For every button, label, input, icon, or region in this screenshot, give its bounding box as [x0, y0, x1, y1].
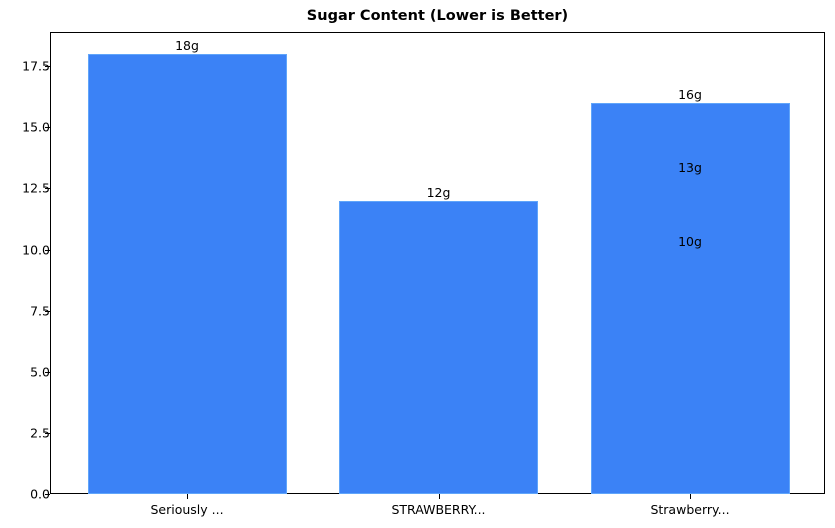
x-tick-mark — [690, 494, 691, 499]
annotation-label: 10g — [678, 233, 702, 249]
y-tick-mark — [45, 310, 50, 312]
bar-value-label: 16g — [678, 86, 702, 102]
y-tick-label: 7.5 — [30, 303, 50, 319]
bar — [339, 200, 538, 494]
y-tick-mark — [45, 494, 50, 495]
y-tick-label: 15.0 — [22, 119, 50, 135]
x-tick-mark — [438, 494, 440, 499]
y-tick-label: 12.5 — [22, 180, 50, 196]
annotation-label: 13g — [678, 160, 702, 176]
bar-value-label: 12g — [426, 184, 451, 200]
y-tick-mark — [45, 371, 50, 373]
y-tick-mark — [45, 127, 50, 129]
y-tick-mark — [45, 188, 50, 190]
y-tick-mark — [45, 249, 50, 251]
bar-value-label: 18g — [175, 38, 199, 53]
chart-title: Sugar Content (Lower is Better) — [306, 8, 569, 24]
bar — [590, 102, 790, 494]
y-tick-label: 10.0 — [22, 242, 50, 258]
x-tick-label: Seriously ... — [150, 502, 224, 517]
y-tick-mark — [45, 432, 50, 434]
bar — [87, 54, 287, 494]
x-tick-mark — [187, 494, 188, 499]
x-tick-label: Strawberry... — [650, 502, 730, 517]
y-tick-label: 17.5 — [22, 58, 50, 74]
y-tick-label: 5.0 — [30, 364, 50, 380]
y-tick-label: 2.5 — [30, 425, 50, 441]
x-tick-label: STRAWBERRY... — [391, 502, 486, 517]
y-tick-mark — [45, 66, 50, 68]
y-tick-label: 0.0 — [30, 486, 50, 502]
